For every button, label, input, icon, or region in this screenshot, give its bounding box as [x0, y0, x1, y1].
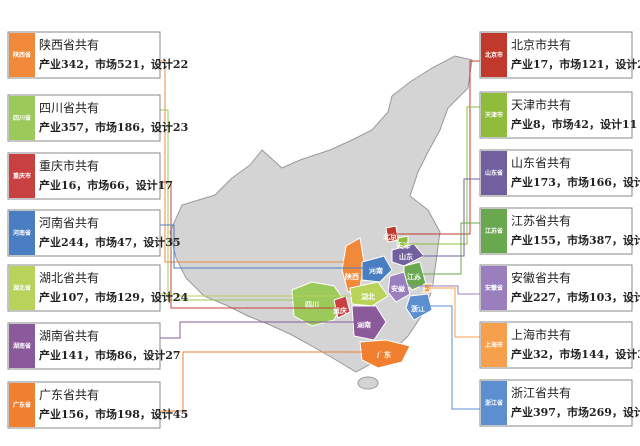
box-detail: 产业16，市场66，设计17 — [39, 178, 173, 192]
connector — [160, 351, 384, 412]
connector — [160, 60, 352, 263]
tag-label: 山东省 — [485, 169, 503, 177]
box-tag — [9, 96, 35, 140]
province-label: 湖北 — [361, 292, 375, 301]
connector — [398, 285, 480, 295]
box-title: 湖南省共有 — [39, 328, 99, 343]
box-tag — [9, 33, 35, 77]
tag-label: 安徽省 — [485, 284, 503, 292]
connector — [406, 178, 480, 257]
tag-label: 江苏省 — [485, 227, 503, 235]
box-detail: 产业227，市场103，设计35 — [511, 290, 640, 304]
tag-label: 重庆市 — [13, 172, 31, 180]
box-title: 河南省共有 — [39, 215, 99, 230]
box-detail: 产业17，市场121，设计24 — [511, 57, 640, 71]
province-label: 陕西 — [345, 272, 359, 281]
connector — [414, 222, 480, 275]
box-tag — [9, 324, 35, 368]
box-title: 安徽省共有 — [511, 270, 571, 285]
province-label: 四川 — [305, 300, 319, 309]
box-detail: 产业244，市场47，设计35 — [39, 235, 181, 249]
box-tag — [9, 383, 35, 427]
box-tag — [9, 211, 35, 255]
province-label: 安徽 — [391, 284, 406, 293]
province-label: 天津 — [396, 241, 410, 250]
box-tag — [9, 154, 35, 198]
tag-label: 湖南省 — [13, 342, 31, 350]
connector — [160, 181, 340, 309]
box-tag — [481, 266, 507, 310]
province — [387, 271, 411, 303]
province-label: 江苏 — [407, 272, 421, 281]
box-title: 重庆市共有 — [39, 158, 99, 173]
box-detail: 产业173，市场166，设计23 — [511, 175, 640, 189]
box-detail: 产业107，市场129，设计24 — [39, 290, 189, 304]
box-tag — [481, 151, 507, 195]
box-tag — [481, 381, 507, 425]
tag-label: 广东省 — [13, 401, 31, 409]
province — [391, 243, 425, 267]
tag-label: 四川省 — [13, 114, 31, 122]
connector — [160, 293, 366, 297]
province — [359, 339, 411, 369]
tag-label: 北京市 — [485, 51, 503, 59]
tag-label: 上海市 — [485, 341, 503, 349]
tag-label: 陕西省 — [13, 51, 31, 59]
box-title: 上海市共有 — [511, 327, 571, 342]
province — [349, 281, 389, 307]
map — [169, 55, 473, 390]
province — [351, 305, 387, 341]
box-title: 四川省共有 — [39, 101, 99, 115]
province-label: 浙江 — [411, 304, 425, 313]
connector — [160, 224, 376, 269]
china-outline — [169, 55, 473, 373]
province-label: 湖南 — [357, 320, 371, 329]
box-title: 浙江省共有 — [511, 386, 571, 400]
box-detail: 产业342，市场521，设计22 — [39, 57, 188, 71]
box-title: 广东省共有 — [39, 388, 99, 402]
box-tag — [481, 209, 507, 253]
province-label: 北京 — [383, 232, 397, 241]
box-tag — [481, 323, 507, 367]
connector — [403, 106, 480, 245]
connector — [418, 305, 480, 410]
box-title: 北京市共有 — [511, 37, 571, 52]
connector — [160, 321, 364, 339]
box-title: 湖北省共有 — [39, 270, 99, 285]
province — [405, 293, 433, 321]
box-detail: 产业141，市场86，设计27 — [39, 348, 181, 362]
province — [361, 255, 393, 283]
province-label: 重庆 — [333, 306, 347, 315]
box-detail: 产业8，市场42，设计11 — [511, 117, 637, 131]
tag-label: 浙江省 — [485, 399, 503, 407]
connector — [392, 60, 480, 235]
box-title: 天津市共有 — [511, 97, 571, 112]
province — [333, 295, 351, 319]
province-label: 广东 — [377, 350, 391, 359]
box-tag — [481, 93, 507, 137]
province-label: 河南 — [369, 266, 383, 275]
tag-label: 天津市 — [485, 111, 503, 119]
box-title: 山东省共有 — [511, 156, 571, 170]
connector — [160, 109, 312, 301]
connector — [428, 287, 480, 338]
box-tag — [481, 33, 507, 77]
hainan — [357, 376, 379, 390]
box-detail: 产业397，市场269，设计23 — [511, 405, 640, 419]
box-title: 陕西省共有 — [39, 37, 99, 52]
box-tag — [9, 266, 35, 310]
box-detail: 产业155，市场387，设计42 — [511, 233, 640, 247]
box-detail: 产业32，市场144，设计37 — [511, 347, 640, 361]
box-detail: 产业357，市场186，设计23 — [39, 120, 188, 134]
box-title: 江苏省共有 — [511, 214, 571, 228]
province-label: 上海 — [421, 285, 435, 294]
tag-label: 湖北省 — [13, 284, 31, 292]
tag-label: 河南省 — [13, 229, 31, 237]
box-detail: 产业156，市场198，设计45 — [39, 407, 188, 421]
